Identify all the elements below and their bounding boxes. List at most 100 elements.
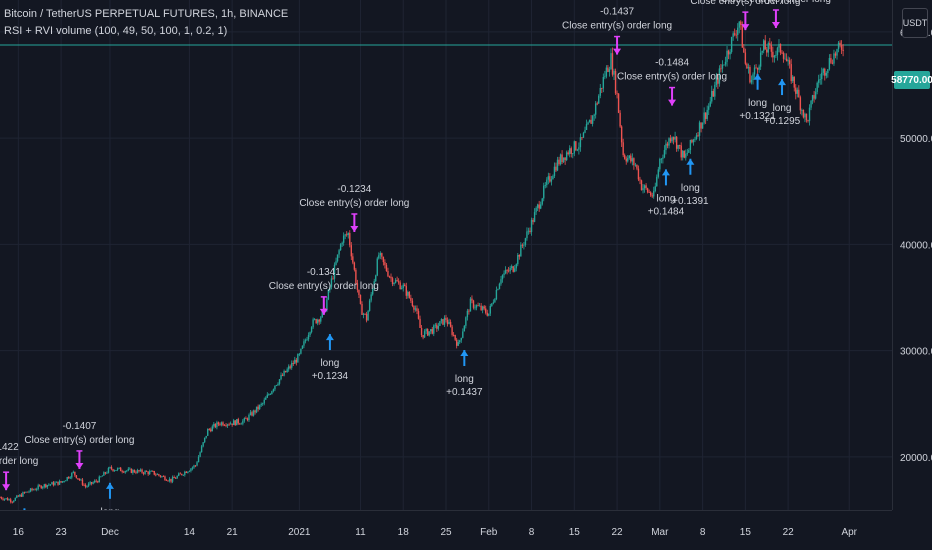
candle-body (735, 34, 737, 36)
candle-body (266, 394, 268, 398)
candle-body (779, 43, 782, 53)
candle-body (179, 473, 181, 475)
x-tick-label: Feb (480, 527, 498, 538)
candle-body (232, 420, 235, 426)
candle-body (23, 492, 26, 494)
candle-body (770, 44, 773, 52)
candle-body (598, 95, 600, 104)
candle-body (440, 319, 443, 322)
candle-body (541, 198, 543, 205)
candle-body (830, 58, 832, 63)
candle-body (316, 319, 319, 324)
candle-body (280, 375, 282, 380)
candle-body (500, 279, 502, 284)
candle-body (474, 307, 476, 309)
candle-body (643, 185, 646, 189)
candle-body (694, 139, 696, 140)
x-axis[interactable]: 16 23 Dec 14 21 2021 11 18 25 Feb 8 15 22 Mar 8 15 22 Apr (0, 510, 932, 550)
candle-body (275, 385, 278, 386)
candle-body (572, 153, 574, 155)
candle-body (353, 262, 356, 270)
candle-body (672, 137, 675, 140)
symbol-title[interactable]: Bitcoin / TetherUS PERPETUAL FUTURES, 1h… (4, 8, 289, 20)
candle-body (431, 329, 433, 334)
candle-body (478, 305, 481, 307)
candle-body (674, 136, 676, 140)
candle-body (379, 253, 382, 256)
candle-body (708, 106, 710, 110)
candle-body (720, 68, 722, 70)
candle-body (607, 67, 609, 72)
candle-body (48, 484, 50, 486)
candle-body (610, 53, 612, 70)
candle-body (624, 155, 626, 159)
candle-body (126, 470, 128, 472)
candle-body (544, 185, 546, 186)
candle-body (31, 488, 33, 490)
candle-body (578, 147, 580, 150)
exit-value: -0.1407 (62, 421, 96, 432)
candle-body (640, 180, 643, 191)
candle-body (808, 107, 811, 122)
candle-body (802, 109, 805, 118)
candle-body (284, 370, 287, 373)
candle-body (222, 422, 224, 426)
candle-body (75, 475, 78, 479)
candle-body (399, 282, 401, 290)
candle-body (741, 25, 744, 48)
candle-body (451, 326, 453, 335)
candle-body (202, 442, 204, 447)
candle-body (822, 68, 824, 73)
candle-body (552, 175, 554, 180)
y-axis[interactable]: 20000.0030000.0040000.0050000.0060000.00 (892, 0, 932, 550)
candle-body (352, 256, 354, 263)
candle-body (488, 313, 490, 316)
candle-body (821, 72, 823, 80)
candle-body (562, 157, 565, 163)
candle-body (801, 109, 803, 111)
candle-body (86, 486, 88, 487)
candle-body (469, 298, 472, 312)
candle-body (416, 308, 418, 312)
candle-body (601, 87, 603, 89)
candle-body (346, 234, 348, 236)
exit-label: Close entry(s) order long (24, 435, 134, 446)
indicator-title[interactable]: RSI + RVI volume (100, 49, 50, 100, 1, 0… (4, 25, 228, 37)
candle-body (452, 334, 455, 336)
candle-body (152, 470, 154, 472)
candle-body (697, 135, 699, 137)
candle-body (517, 254, 519, 265)
candle-body (147, 471, 149, 475)
candle-body (375, 275, 377, 282)
candle-body (145, 470, 148, 472)
candle-body (210, 429, 212, 432)
candle-body (743, 47, 745, 53)
candle-body (793, 76, 795, 88)
candle-body (590, 119, 592, 124)
candle-body (613, 70, 615, 75)
candle-body (408, 291, 411, 298)
candle-body (304, 340, 307, 342)
candle-body (599, 87, 601, 96)
candle-body (434, 324, 437, 326)
candle-body (814, 91, 817, 99)
candle-body (286, 369, 288, 373)
candle-body (64, 480, 67, 482)
candle-body (271, 391, 273, 395)
candle-body (698, 122, 701, 136)
x-tick-label: Apr (841, 527, 857, 538)
candle-body (116, 468, 119, 471)
candle-body (278, 379, 281, 384)
exit-arrow-head (613, 48, 622, 55)
x-tick-label: 8 (529, 527, 535, 538)
currency-badge[interactable]: USDT (902, 8, 928, 38)
candle-body (355, 269, 357, 284)
entry-arrow-head (661, 169, 670, 176)
candle-body (255, 406, 258, 413)
candle-body (329, 286, 331, 290)
candle-body (274, 385, 276, 390)
candle-body (109, 466, 111, 469)
candle-body (196, 462, 198, 466)
candle-body (785, 58, 788, 62)
